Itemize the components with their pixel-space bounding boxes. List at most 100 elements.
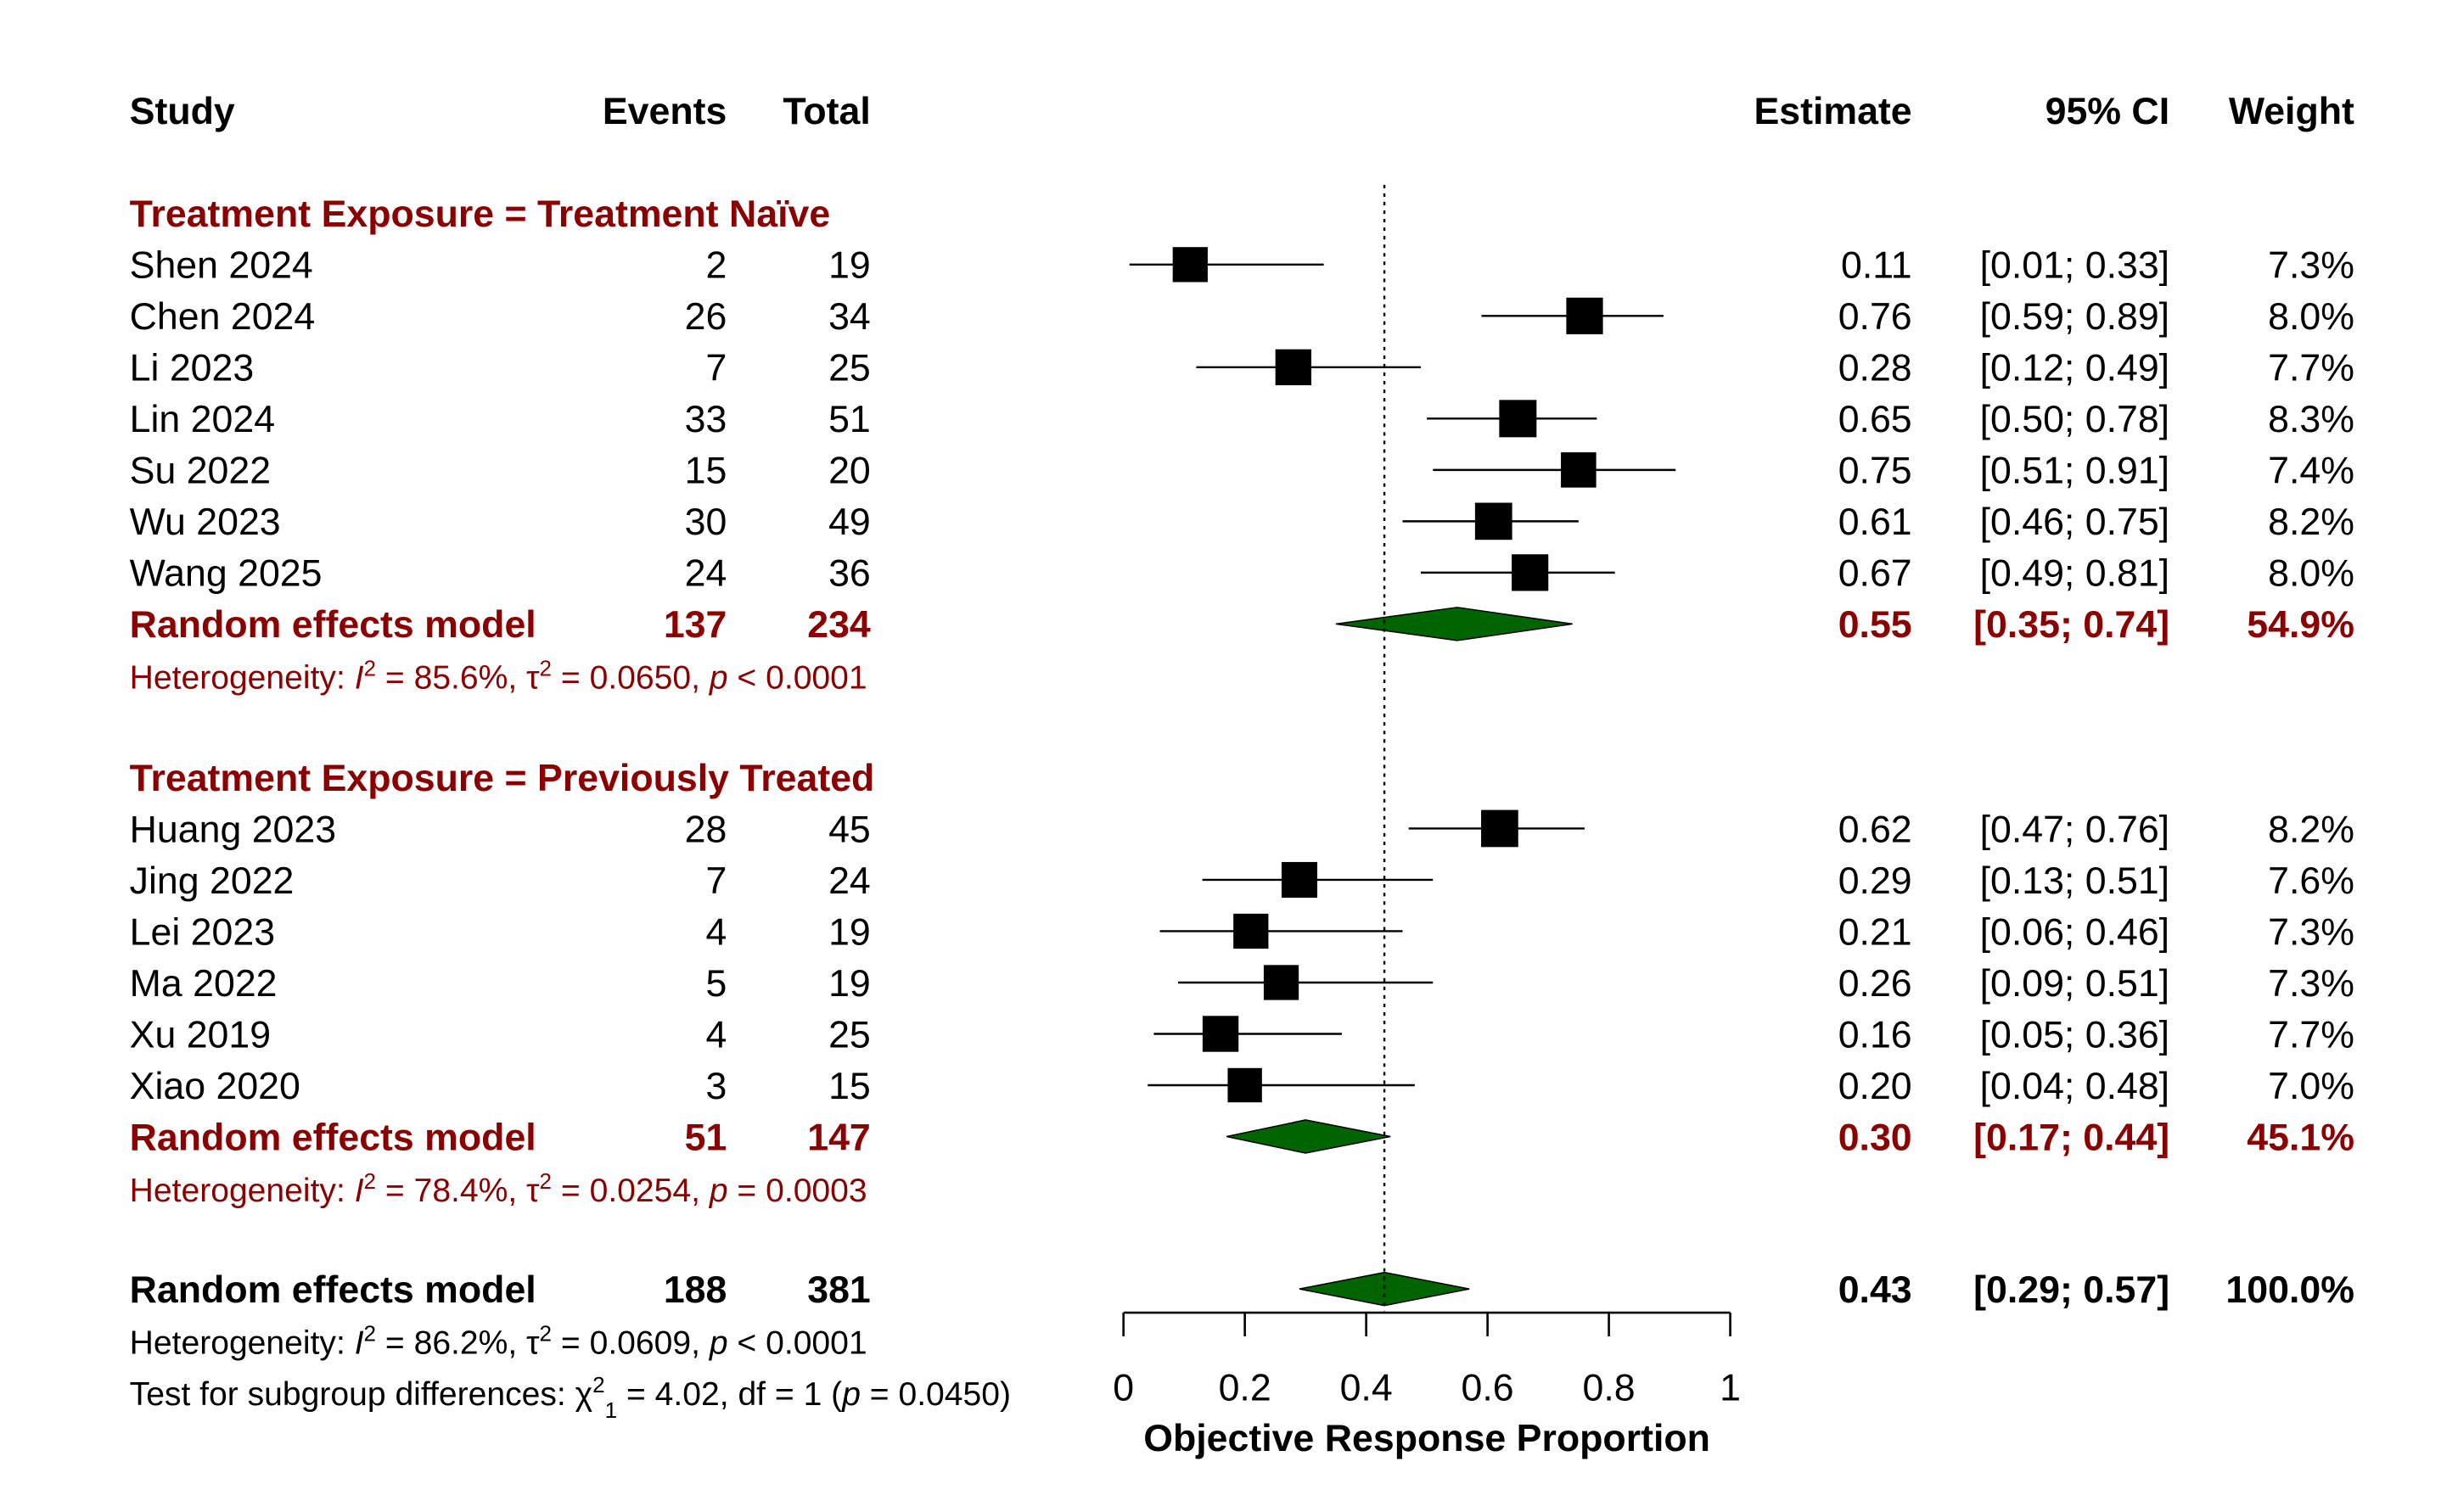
overall-summary-events: 188 (664, 1269, 727, 1311)
study-events: 4 (706, 1014, 727, 1056)
study-label: Li 2023 (130, 348, 255, 389)
subgroup-summary-label: Random effects model (130, 604, 536, 646)
study-box (1202, 1016, 1239, 1052)
x-axis-label: Objective Response Proportion (1143, 1418, 1710, 1459)
study-estimate: 0.28 (1838, 348, 1912, 389)
study-total: 20 (828, 451, 871, 492)
study-events: 7 (706, 860, 727, 902)
study-weight: 7.3% (2268, 963, 2354, 1005)
study-total: 19 (828, 245, 871, 287)
study-weight: 8.2% (2268, 501, 2354, 543)
study-events: 4 (706, 911, 727, 953)
study-estimate: 0.11 (1841, 245, 1912, 287)
study-weight: 7.4% (2268, 451, 2354, 492)
heterogeneity-text: Heterogeneity: I2 = 78.4%, τ2 = 0.0254, … (130, 1168, 867, 1209)
study-estimate: 0.75 (1838, 451, 1912, 492)
header-weight: Weight (2229, 91, 2354, 132)
study-label: Xu 2019 (130, 1014, 271, 1056)
study-ci: [0.49; 0.81] (1980, 553, 2170, 595)
subgroup-summary-diamond (1226, 1119, 1391, 1154)
study-ci: [0.01; 0.33] (1980, 245, 2170, 287)
study-total: 15 (828, 1066, 871, 1107)
overall-summary-diamond (1299, 1271, 1470, 1307)
study-label: Jing 2022 (130, 860, 295, 902)
study-events: 15 (685, 451, 727, 492)
study-events: 5 (706, 963, 727, 1005)
study-total: 45 (828, 809, 871, 850)
subgroup-summary-estimate: 0.30 (1838, 1117, 1912, 1158)
study-weight: 7.6% (2268, 860, 2354, 902)
study-estimate: 0.20 (1838, 1066, 1912, 1107)
study-label: Shen 2024 (130, 245, 313, 287)
study-box (1233, 913, 1269, 949)
header-events: Events (603, 91, 727, 132)
study-estimate: 0.26 (1838, 963, 1912, 1005)
subgroup-summary-total: 234 (807, 604, 871, 646)
study-ci: [0.59; 0.89] (1980, 296, 2170, 338)
study-weight: 8.3% (2268, 399, 2354, 440)
study-ci: [0.47; 0.76] (1980, 809, 2170, 850)
study-events: 28 (685, 809, 727, 850)
study-events: 3 (706, 1066, 727, 1107)
study-box (1561, 452, 1597, 488)
study-estimate: 0.29 (1838, 860, 1912, 902)
study-label: Wang 2025 (130, 553, 323, 595)
study-label: Wu 2023 (130, 501, 281, 543)
study-label: Ma 2022 (130, 963, 278, 1005)
study-label: Lei 2023 (130, 911, 275, 953)
study-total: 25 (828, 348, 871, 389)
study-box (1281, 861, 1318, 899)
x-tick-label: 0.2 (1219, 1367, 1271, 1408)
study-estimate: 0.65 (1838, 399, 1912, 440)
x-tick-label: 0 (1113, 1367, 1134, 1408)
study-events: 33 (685, 399, 727, 440)
study-ci: [0.51; 0.91] (1980, 451, 2170, 492)
subgroup-summary-weight: 54.9% (2247, 604, 2354, 646)
study-ci: [0.06; 0.46] (1980, 911, 2170, 953)
x-tick-label: 0.8 (1583, 1367, 1636, 1408)
subgroup-summary-estimate: 0.55 (1838, 604, 1912, 646)
study-label: Huang 2023 (130, 809, 336, 850)
study-weight: 7.3% (2268, 245, 2354, 287)
study-total: 19 (828, 963, 871, 1005)
header-ci: 95% CI (2046, 91, 2170, 132)
overall-summary-total: 381 (807, 1269, 871, 1311)
heterogeneity-text: Heterogeneity: I2 = 86.2%, τ2 = 0.0609, … (130, 1320, 867, 1361)
study-box (1481, 809, 1518, 848)
study-weight: 7.0% (2268, 1066, 2354, 1107)
study-weight: 7.3% (2268, 911, 2354, 953)
study-estimate: 0.61 (1838, 501, 1912, 543)
subgroup-summary-events: 51 (685, 1117, 727, 1158)
overall-summary-label: Random effects model (130, 1269, 536, 1311)
study-label: Chen 2024 (130, 296, 316, 338)
study-events: 7 (706, 348, 727, 389)
header-total: Total (783, 91, 870, 132)
study-ci: [0.13; 0.51] (1980, 860, 2170, 902)
study-estimate: 0.16 (1838, 1014, 1912, 1056)
subgroup-summary-events: 137 (664, 604, 727, 646)
study-ci: [0.12; 0.49] (1980, 348, 2170, 389)
subgroup-summary-ci: [0.17; 0.44] (1973, 1117, 2169, 1158)
study-ci: [0.09; 0.51] (1980, 963, 2170, 1005)
study-total: 19 (828, 911, 871, 953)
study-box (1474, 502, 1512, 540)
subgroup-summary-total: 147 (807, 1117, 871, 1158)
x-tick-label: 1 (1720, 1367, 1741, 1408)
study-weight: 8.0% (2268, 553, 2354, 595)
study-total: 36 (828, 553, 871, 595)
overall-summary-ci: [0.29; 0.57] (1973, 1269, 2169, 1311)
study-estimate: 0.67 (1838, 553, 1912, 595)
study-total: 49 (828, 501, 871, 543)
subgroup-summary-label: Random effects model (130, 1117, 536, 1158)
study-ci: [0.50; 0.78] (1980, 399, 2170, 440)
subgroup-test-text: Test for subgroup differences: χ21 = 4.0… (130, 1372, 1011, 1423)
study-label: Xiao 2020 (130, 1066, 300, 1107)
study-weight: 7.7% (2268, 1014, 2354, 1056)
header-estimate: Estimate (1754, 91, 1911, 132)
study-events: 2 (706, 245, 727, 287)
study-estimate: 0.21 (1838, 911, 1912, 953)
study-ci: [0.04; 0.48] (1980, 1066, 2170, 1107)
study-events: 24 (685, 553, 727, 595)
